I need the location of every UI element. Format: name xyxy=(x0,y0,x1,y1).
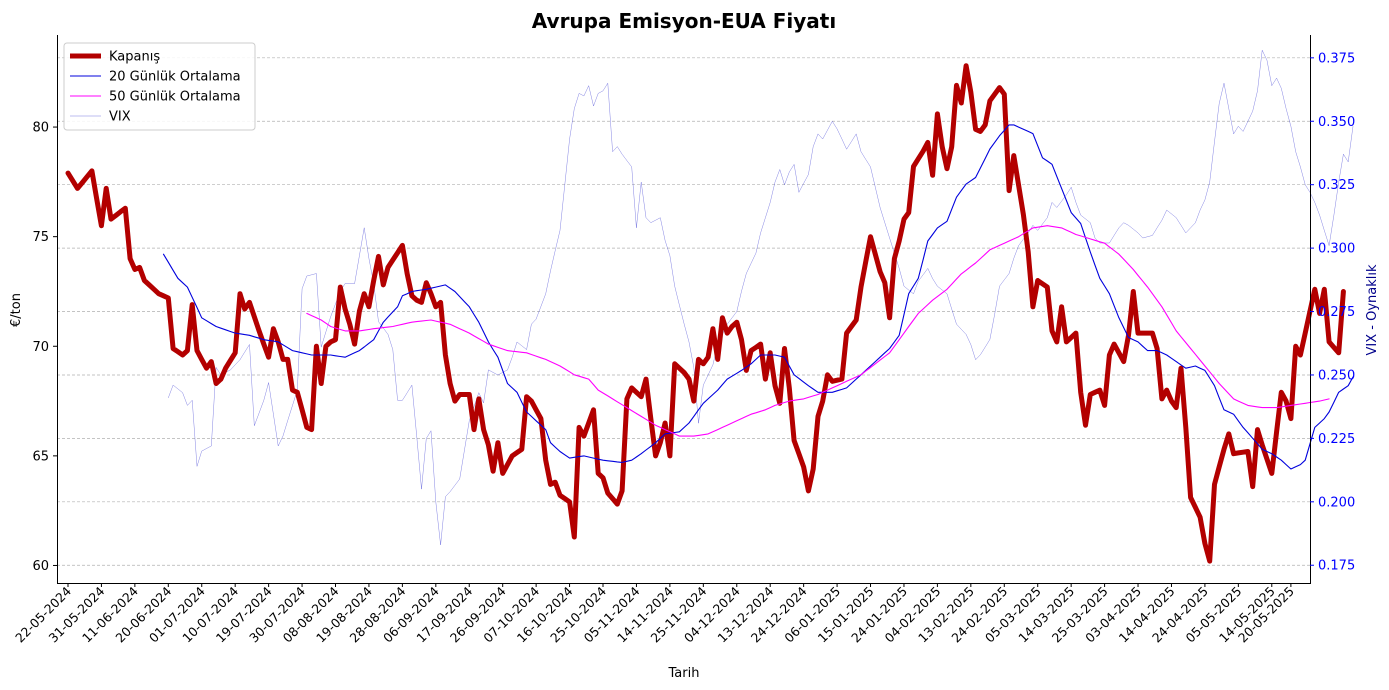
legend: Kapanış 20 Günlük Ortalama 50 Günlük Ortal… xyxy=(63,42,256,131)
y2-tick-label: 0.225 xyxy=(1318,432,1355,447)
series-line-1 xyxy=(162,124,1354,470)
y2-tick-label: 0.175 xyxy=(1318,559,1355,574)
y2-tick-label: 0.350 xyxy=(1318,115,1355,130)
y2-tick-label: 0.325 xyxy=(1318,178,1355,193)
y2-tick-label: 0.275 xyxy=(1318,305,1355,320)
y2-axis-label: VIX - Oynaklık xyxy=(1365,264,1380,355)
legend-label: 20 Günlük Ortalama xyxy=(109,70,241,85)
legend-label: Kapanış xyxy=(109,50,160,65)
y-tick-label: 70 xyxy=(32,340,49,355)
left-y-ticks: 60 65 70 75 80 xyxy=(32,121,57,574)
legend-label: VIX xyxy=(109,110,131,125)
grid-lines xyxy=(57,57,1310,566)
y2-tick-label: 0.300 xyxy=(1318,242,1355,257)
y-tick-label: 80 xyxy=(32,121,49,136)
chart-title: Avrupa Emisyon-EUA Fiyatı xyxy=(532,9,836,33)
series-line-3 xyxy=(168,49,1354,546)
series-layer xyxy=(65,49,1354,564)
legend-box xyxy=(63,42,256,131)
axes xyxy=(57,35,1311,584)
legend-label: 50 Günlük Ortalama xyxy=(109,90,241,105)
series-line-0 xyxy=(65,63,1346,564)
y-tick-label: 65 xyxy=(32,449,49,464)
series-line-2 xyxy=(306,225,1330,437)
y2-tick-label: 0.250 xyxy=(1318,368,1355,383)
x-ticks: 22-05-202431-05-202411-06-202420-06-2024… xyxy=(12,583,1297,645)
y-axis-label: €/ton xyxy=(9,293,24,327)
y-tick-label: 60 xyxy=(32,559,49,574)
y2-tick-label: 0.200 xyxy=(1318,495,1355,510)
right-y-ticks: 0.175 0.200 0.225 0.250 0.275 0.300 0.325 0.350… xyxy=(1310,51,1355,574)
x-axis-label: Tarih xyxy=(668,666,700,681)
y-tick-label: 75 xyxy=(32,230,49,245)
y2-tick-label: 0.375 xyxy=(1318,51,1355,66)
